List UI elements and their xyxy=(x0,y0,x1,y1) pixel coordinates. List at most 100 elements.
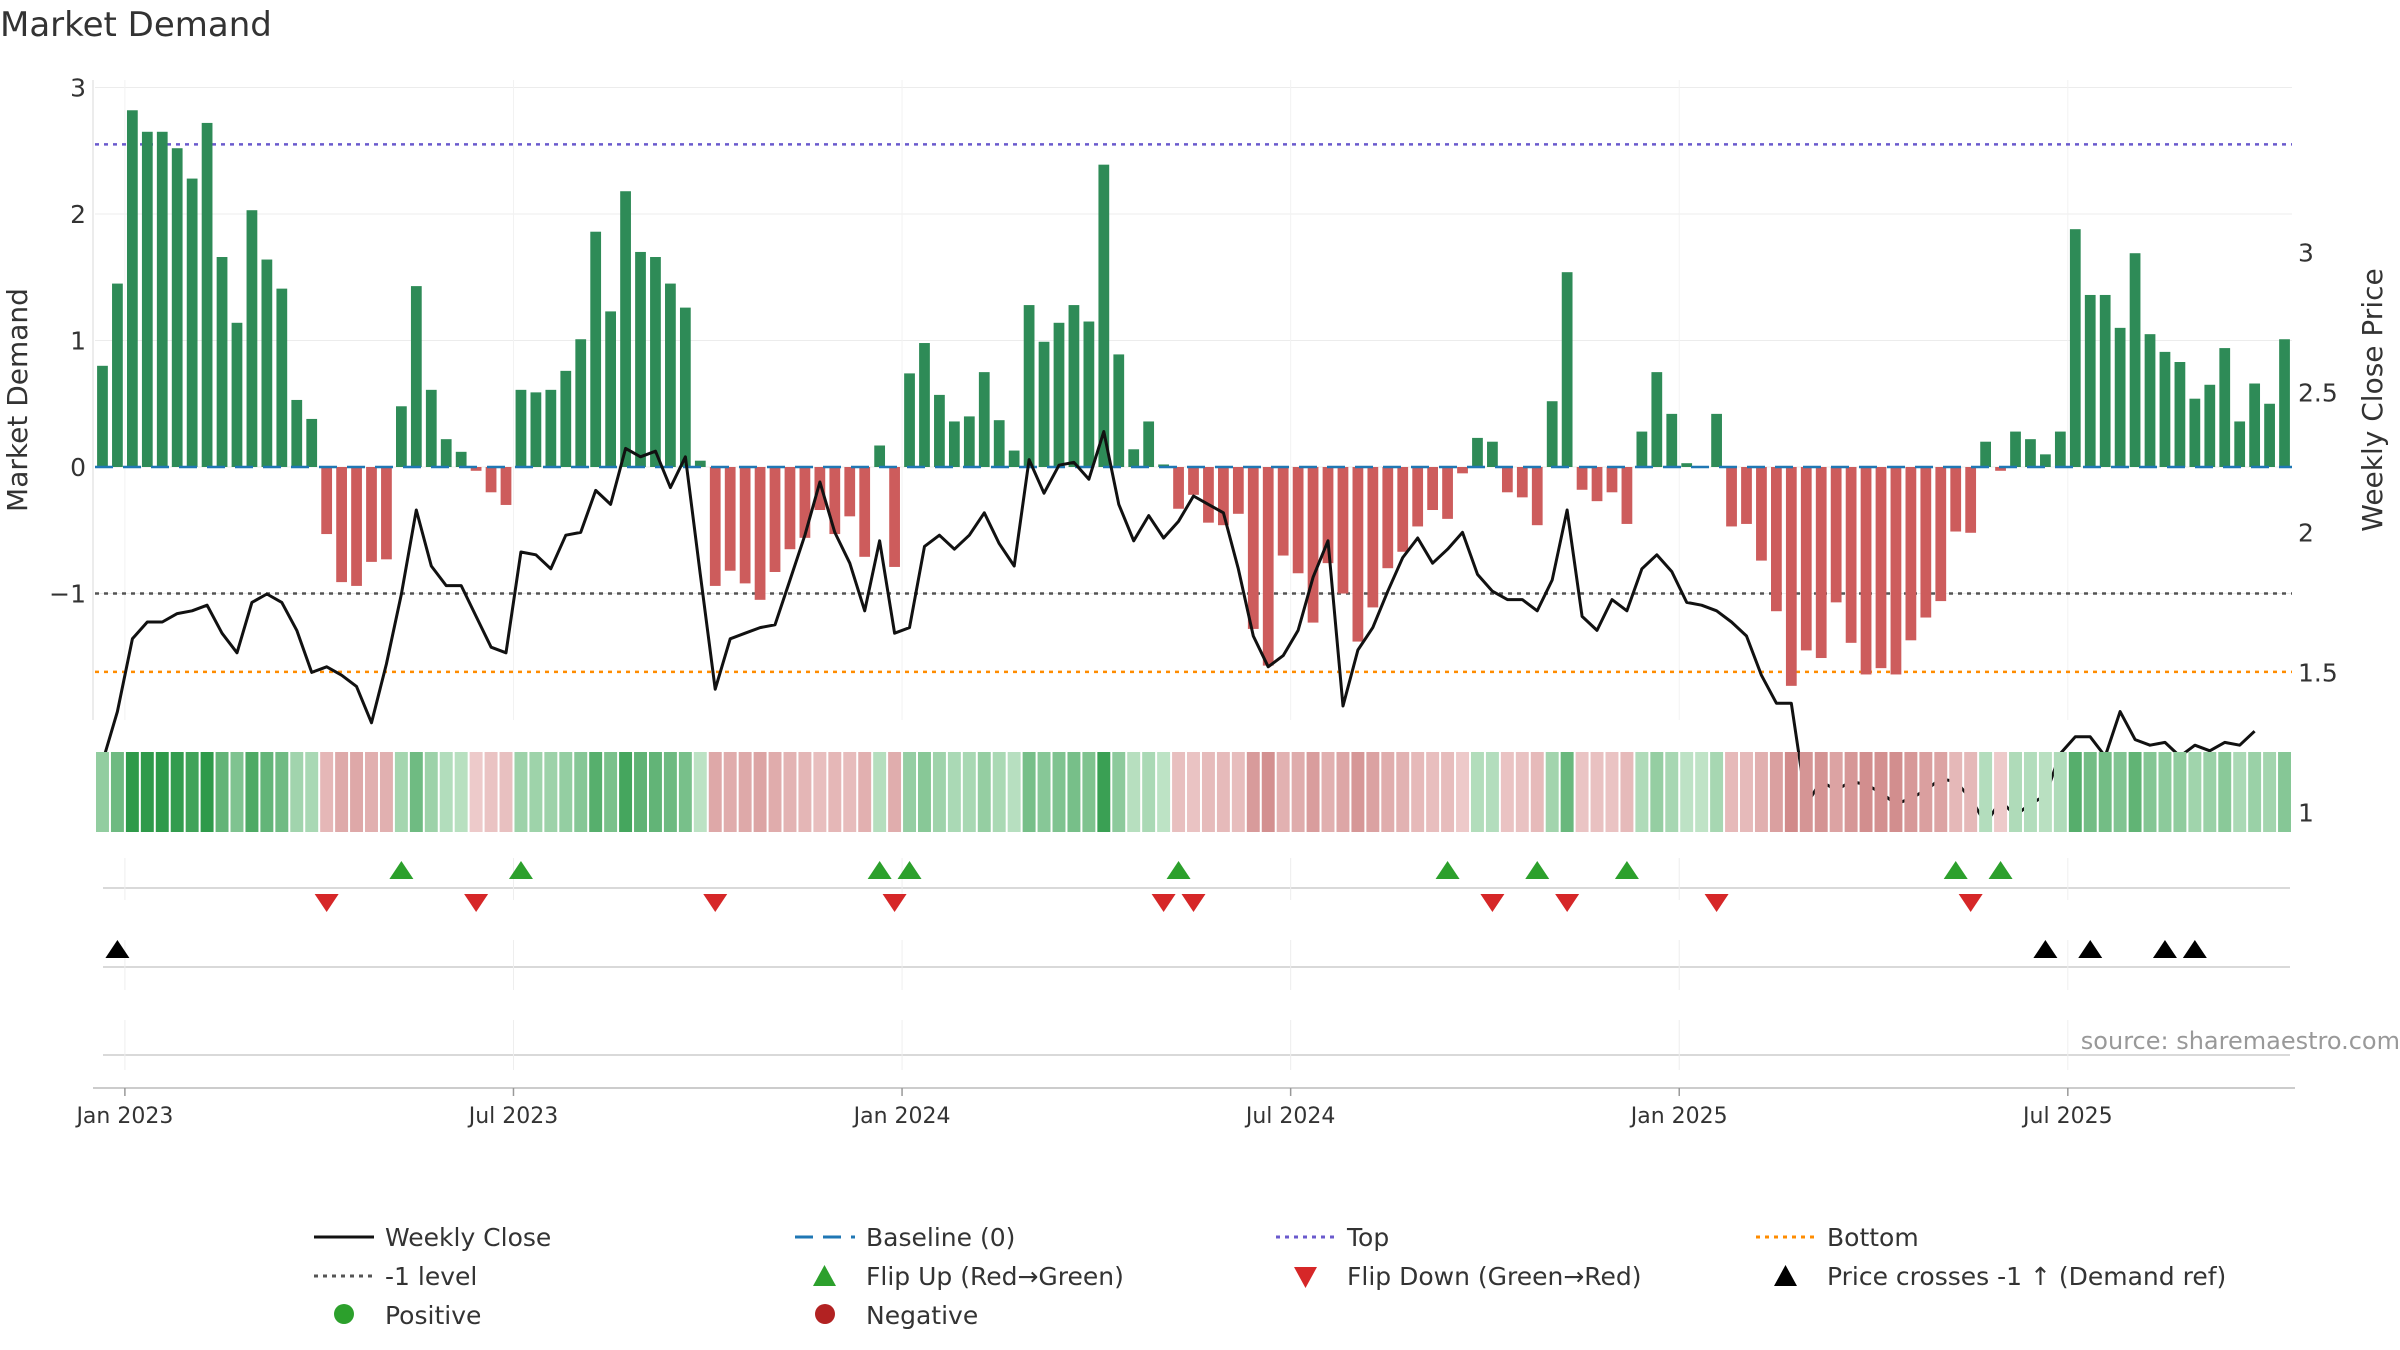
demand-bar xyxy=(919,343,930,467)
legend-swatch-negative-icon xyxy=(815,1304,835,1324)
demand-bar xyxy=(814,467,826,511)
demand-bar xyxy=(1800,467,1812,651)
strip-cell xyxy=(932,752,946,832)
strip-cell xyxy=(2098,752,2112,832)
strip-cell xyxy=(918,752,931,832)
demand-bar xyxy=(1442,467,1453,519)
demand-bar xyxy=(1995,467,2006,471)
legend-label-flip-up: Flip Up (Red→Green) xyxy=(866,1262,1124,1291)
flip-up-marker-icon xyxy=(1525,861,1550,879)
demand-bar xyxy=(993,420,1005,467)
left-tick-label: 2 xyxy=(70,200,86,229)
flip-up-marker-icon xyxy=(1988,861,2013,879)
strip-cell xyxy=(798,752,812,832)
demand-bar xyxy=(186,178,198,467)
flip-down-marker-icon xyxy=(1181,894,1206,912)
demand-bar xyxy=(844,467,856,517)
strip-cell xyxy=(1276,752,1290,832)
demand-bar xyxy=(1292,467,1304,574)
demand-bar xyxy=(216,257,228,467)
right-axis-ticks: 3 2.5 2 1.5 1 xyxy=(2298,238,2338,827)
strip-cell xyxy=(1142,752,1156,832)
demand-bar xyxy=(351,467,362,586)
right-tick-label: 1.5 xyxy=(2298,658,2338,687)
demand-bar xyxy=(635,251,646,467)
strip-cell xyxy=(2188,752,2202,832)
strip-cell xyxy=(1112,752,1126,832)
strip-cell xyxy=(1994,752,2008,832)
demand-bar xyxy=(2099,294,2111,467)
strip-cell xyxy=(2143,752,2157,832)
strip-cell xyxy=(604,752,618,832)
flip-up-marker-icon xyxy=(1435,861,1460,879)
demand-bar xyxy=(2010,431,2021,467)
demand-bar xyxy=(1472,437,1483,467)
strip-cell xyxy=(1710,752,1724,832)
demand-bar xyxy=(141,131,153,467)
strip-cell xyxy=(2053,752,2067,832)
legend-label-top: Top xyxy=(1346,1223,1389,1252)
strip-cell xyxy=(110,752,124,832)
flip-down-marker-icon xyxy=(1151,894,1176,912)
demand-bar xyxy=(366,467,377,562)
demand-bar xyxy=(381,467,392,560)
strip-cell xyxy=(1426,752,1440,832)
strip-cell xyxy=(1560,752,1574,832)
demand-bar xyxy=(1068,305,1080,467)
demand-bar xyxy=(545,389,557,467)
demand-bar xyxy=(1262,467,1274,666)
strip-cell xyxy=(1829,752,1843,832)
strip-cell xyxy=(439,752,453,832)
strip-cell xyxy=(783,752,797,832)
flip-down-marker-icon xyxy=(464,894,489,912)
legend-item-positive: Positive xyxy=(334,1301,481,1330)
demand-bar xyxy=(1920,467,1932,618)
demand-bar xyxy=(1950,467,1962,532)
strip-cell xyxy=(499,752,513,832)
demand-bar xyxy=(575,339,587,468)
demand-bar xyxy=(440,439,452,467)
strip-cell xyxy=(320,752,334,832)
flip-down-marker-icon xyxy=(1958,894,1983,912)
demand-bar xyxy=(201,122,213,468)
strip-cell xyxy=(2263,752,2277,832)
strip-cell xyxy=(1261,752,1275,832)
strip-cell xyxy=(962,752,976,832)
strip-cell xyxy=(1396,752,1410,832)
strip-cell xyxy=(1620,752,1634,832)
legend-item-baseline: Baseline (0) xyxy=(795,1223,1015,1252)
demand-bar xyxy=(1785,467,1797,686)
demand-bar xyxy=(1218,467,1229,526)
demand-bar xyxy=(948,421,960,467)
demand-bar xyxy=(500,467,512,505)
strip-cell xyxy=(977,752,991,832)
demand-bar xyxy=(306,418,318,467)
demand-bar xyxy=(1083,321,1095,467)
legend-label-negative: Negative xyxy=(866,1301,978,1330)
strip-cell xyxy=(2038,752,2052,832)
demand-bar xyxy=(904,373,915,467)
legend-swatch-flip-down-icon xyxy=(1294,1267,1317,1288)
left-tick-label: 1 xyxy=(70,327,86,356)
y-axis-left-label: Market Demand xyxy=(1,288,34,512)
demand-bar xyxy=(1860,467,1872,675)
demand-bar xyxy=(2159,351,2171,467)
strip-cell xyxy=(1351,752,1365,832)
demand-bar xyxy=(1606,467,1618,493)
price-cross-marker-icon xyxy=(2152,940,2177,958)
strip-cell xyxy=(424,752,438,832)
demand-bar xyxy=(1337,467,1349,594)
strip-cell xyxy=(514,752,528,832)
strip-cell xyxy=(215,752,229,832)
legend-label-bottom: Bottom xyxy=(1827,1223,1919,1252)
strip-cell xyxy=(1231,752,1245,832)
demand-bar xyxy=(1128,449,1140,467)
y-axis-right-label: Weekly Close Price xyxy=(2356,268,2389,531)
strip-cell xyxy=(1650,752,1664,832)
strip-cell xyxy=(1919,752,1933,832)
demand-bar xyxy=(246,210,258,467)
flip-up-marker-icon xyxy=(897,861,922,879)
demand-bar xyxy=(1023,305,1035,467)
demand-bar xyxy=(1352,467,1364,642)
